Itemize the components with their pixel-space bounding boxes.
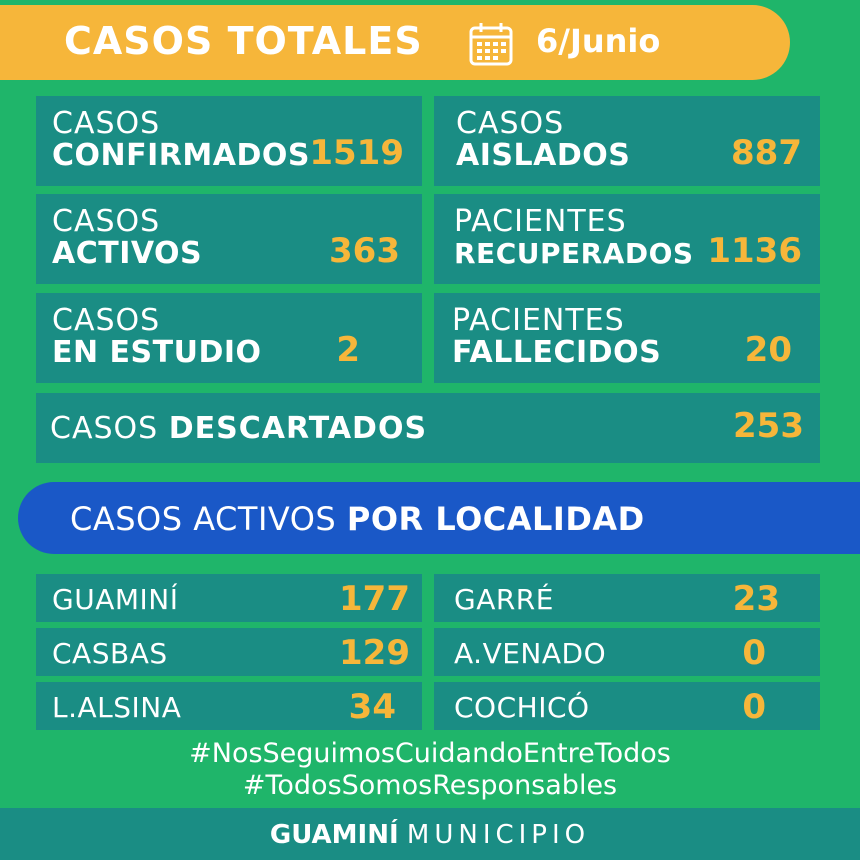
localidad-title-bold: POR LOCALIDAD <box>346 500 645 538</box>
stat-line2: EN ESTUDIO <box>52 335 262 370</box>
localidad-value: 23 <box>732 579 780 619</box>
descartados-prefix: CASOS <box>50 411 159 446</box>
header-banner: CASOS TOTALES 6/Junio <box>0 5 790 80</box>
stat-value: 253 <box>733 406 804 446</box>
localidad-value: 0 <box>742 687 766 727</box>
stat-line1: CASOS <box>52 303 161 338</box>
localidad-value: 129 <box>339 633 410 673</box>
localidad-name: GARRÉ <box>454 583 554 616</box>
footer-brand-bold: GUAMINÍ <box>269 820 399 850</box>
localidad-row-casbas: CASBAS 129 <box>36 628 422 676</box>
stat-line2: RECUPERADOS <box>454 237 694 270</box>
stat-line1: CASOS <box>52 106 161 141</box>
stat-line1: PACIENTES <box>454 204 627 239</box>
localidad-name: COCHICÓ <box>454 691 590 724</box>
localidad-title: CASOS ACTIVOS POR LOCALIDAD <box>70 500 645 538</box>
footer: GUAMINÍ MUNICIPIO <box>0 808 860 860</box>
localidad-row-cochico: COCHICÓ 0 <box>434 682 820 730</box>
stat-confirmados: CASOS CONFIRMADOS 1519 <box>36 96 422 186</box>
stat-aislados: CASOS AISLADOS 887 <box>434 96 820 186</box>
stat-line2: CONFIRMADOS <box>52 138 310 173</box>
stat-fallecidos: PACIENTES FALLECIDOS 20 <box>434 293 820 383</box>
stat-value: 1136 <box>707 231 802 271</box>
footer-brand: GUAMINÍ MUNICIPIO <box>270 820 590 850</box>
stat-activos: CASOS ACTIVOS 363 <box>36 194 422 284</box>
header-title: CASOS TOTALES <box>64 19 423 63</box>
calendar-icon <box>469 23 513 66</box>
localidad-value: 0 <box>742 633 766 673</box>
stat-descartados: CASOS DESCARTADOS 253 <box>36 393 820 463</box>
stat-line1: PACIENTES <box>452 303 625 338</box>
stat-line1: CASOS <box>52 204 161 239</box>
localidad-name: CASBAS <box>52 637 168 670</box>
footer-brand-light: MUNICIPIO <box>406 820 591 850</box>
localidad-row-guamini: GUAMINÍ 177 <box>36 574 422 622</box>
localidad-name: GUAMINÍ <box>52 583 179 616</box>
localidad-value: 34 <box>348 687 396 727</box>
stat-value: 887 <box>731 133 802 173</box>
stat-line2: FALLECIDOS <box>452 335 662 370</box>
localidad-row-lalsina: L.ALSINA 34 <box>36 682 422 730</box>
localidad-row-avenado: A.VENADO 0 <box>434 628 820 676</box>
localidad-name: L.ALSINA <box>52 691 182 724</box>
stat-line1: CASOS <box>456 106 565 141</box>
localidad-title-prefix: CASOS ACTIVOS <box>70 500 337 538</box>
localidad-banner: CASOS ACTIVOS POR LOCALIDAD <box>18 482 860 554</box>
header-date: 6/Junio <box>536 22 661 60</box>
descartados-label: CASOS DESCARTADOS <box>50 411 427 446</box>
hashtag-2: #TodosSomosResponsables <box>242 770 618 801</box>
stat-en-estudio: CASOS EN ESTUDIO 2 <box>36 293 422 383</box>
stat-value: 20 <box>744 330 792 370</box>
stat-recuperados: PACIENTES RECUPERADOS 1136 <box>434 194 820 284</box>
stat-line2: AISLADOS <box>456 138 631 173</box>
stat-value: 2 <box>336 330 360 370</box>
stat-value: 1519 <box>309 133 404 173</box>
descartados-bold: DESCARTADOS <box>168 411 428 446</box>
localidad-value: 177 <box>339 579 410 619</box>
hashtag-1: #NosSeguimosCuidandoEntreTodos <box>189 738 671 769</box>
localidad-row-garre: GARRÉ 23 <box>434 574 820 622</box>
hashtags: #NosSeguimosCuidandoEntreTodos #TodosSom… <box>0 738 860 802</box>
stat-value: 363 <box>329 231 400 271</box>
localidad-name: A.VENADO <box>454 637 607 670</box>
stat-line2: ACTIVOS <box>52 236 203 271</box>
